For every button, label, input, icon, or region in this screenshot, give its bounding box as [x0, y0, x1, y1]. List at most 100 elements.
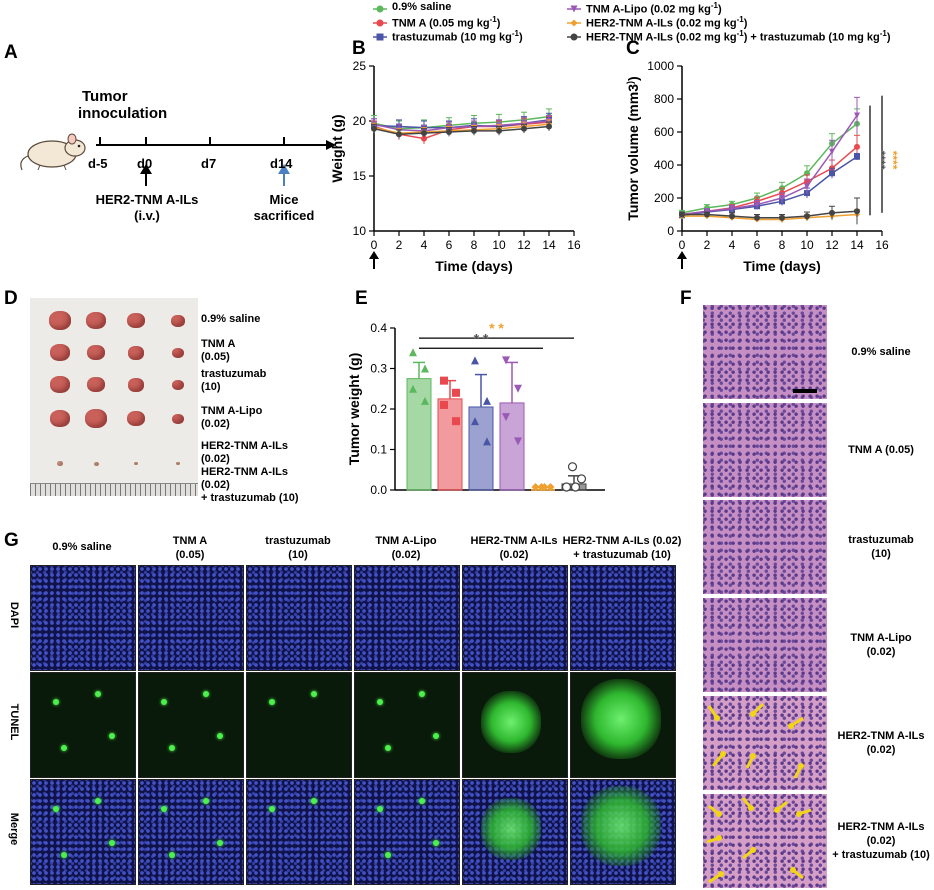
tick-d0: d0 — [137, 156, 153, 171]
label-line: trastuzumab — [201, 368, 267, 380]
data-point — [854, 153, 860, 160]
data-point — [421, 364, 429, 373]
tunel-image — [246, 779, 352, 885]
tunel-row-label: TUNEL — [8, 703, 20, 741]
data-point — [829, 209, 835, 216]
yellow-arrow-head — [798, 763, 804, 769]
panel-a-timeline: Tumor innoculation d-5 d0 d7 d14 HER2-TN… — [0, 60, 340, 230]
data-point — [483, 396, 491, 405]
data-point — [502, 413, 510, 422]
x-tick-label: 8 — [779, 238, 786, 252]
he-stain-image — [703, 598, 827, 692]
data-point — [546, 483, 555, 491]
label-line: TNM A-Lipo — [850, 632, 912, 644]
data-point — [570, 482, 581, 492]
tunel-positive-cell — [161, 806, 167, 812]
y-tick-label: 0.4 — [370, 321, 387, 335]
bar-group-5 — [561, 462, 587, 492]
label-line: HER2-TNM A-ILs — [837, 730, 925, 742]
tumor-specimen — [128, 346, 144, 360]
yellow-arrow-head — [790, 867, 796, 873]
label-line: (0.02) — [866, 744, 896, 756]
x-tick-label: 4 — [729, 238, 736, 252]
tumor-specimen — [50, 376, 70, 393]
bar — [437, 398, 463, 491]
panel-d-label: TNM A (0.05) — [201, 338, 235, 364]
label-line: (10) — [288, 549, 308, 561]
ruler — [30, 483, 198, 496]
tick-d14: d14 — [270, 156, 293, 171]
data-point — [829, 148, 835, 155]
tunel-column-label: trastuzumab (10) — [236, 534, 360, 562]
y-tick-label: 1000 — [647, 59, 674, 73]
mouse-icon — [20, 133, 86, 171]
x-tick-label: 14 — [850, 238, 864, 252]
series-line — [682, 213, 858, 221]
tunel-positive-cell — [269, 699, 275, 705]
tunel-image — [462, 672, 568, 778]
data-point — [396, 131, 402, 138]
y-tick-label: 400 — [654, 158, 674, 172]
tunel-row-label: DAPI — [8, 601, 20, 629]
dose-arrow-head — [369, 251, 379, 259]
yellow-arrow-head — [750, 711, 756, 717]
tunel-positive-cell — [203, 691, 209, 697]
dose-arrow-head — [677, 251, 687, 259]
series-0 — [679, 108, 860, 216]
legend-marker — [376, 33, 384, 41]
data-point — [421, 130, 427, 137]
y-tick-label: 20 — [353, 114, 367, 128]
label-line: trastuzumab — [265, 535, 331, 547]
x-tick-label: 16 — [875, 238, 889, 252]
tunel-positive-cell — [377, 699, 383, 705]
tunel-positive-cell — [109, 840, 115, 846]
data-point — [804, 183, 810, 190]
y-tick-label: 10 — [353, 224, 367, 238]
data-point — [704, 208, 710, 215]
tunel-positive-cell — [311, 691, 317, 697]
data-point — [483, 437, 491, 446]
he-stain-image — [703, 305, 827, 399]
tunel-positive-cell — [203, 798, 209, 804]
data-point — [804, 213, 810, 220]
bar-group-1 — [437, 376, 463, 491]
tumor-weight-chart: 0.0 0.1 0.2 0.3 0.4 Tumor weight (g) * ** * — [346, 320, 605, 497]
y-axis-label: Weight (g) — [330, 114, 345, 182]
data-point — [452, 417, 460, 426]
legend-markers — [373, 5, 581, 41]
tumor-innoculation-label: Tumor innoculation — [78, 88, 168, 122]
data-point — [496, 127, 502, 134]
panel-d-letter: D — [4, 288, 18, 309]
tumor-specimen — [57, 461, 63, 467]
figure-legend: 0.9% saline TNM A (0.05 mg kg-1) trastuz… — [372, 1, 932, 44]
series-line — [681, 115, 858, 216]
y-tick-label: 0.3 — [370, 362, 387, 376]
tumor-specimen — [127, 411, 145, 427]
bar-group-2 — [468, 356, 494, 491]
tumor-specimen — [86, 312, 106, 329]
y-tick-label: 0.1 — [370, 443, 387, 457]
x-tick-label: 6 — [446, 238, 453, 252]
tunel-positive-region — [581, 786, 661, 866]
tumor-specimen — [176, 462, 180, 466]
label-line: (0.02) — [201, 418, 230, 430]
he-stain-label: TNM A (0.05) — [828, 443, 934, 457]
label-line: TNM A (0.05) — [848, 444, 914, 456]
tunel-positive-cell — [433, 733, 439, 739]
tunel-image — [570, 565, 676, 671]
label-line: (0.05) — [175, 549, 205, 561]
arrow-annotations — [706, 797, 812, 884]
series-line — [681, 123, 858, 214]
x-tick-label: 2 — [704, 238, 711, 252]
tumor-specimen — [172, 380, 184, 391]
y-tick-label: 600 — [654, 125, 674, 139]
weight-chart: 10 15 20 25 0 2 4 6 8 10 12 14 16 Time (days) Weight (… — [330, 59, 581, 274]
timeline-graphic — [20, 133, 336, 186]
label-line: (0.02) — [866, 646, 896, 658]
he-stain-label: TNM A-Lipo (0.02) — [828, 631, 934, 659]
data-point — [421, 396, 429, 405]
tunel-positive-cell — [161, 699, 167, 705]
tumor-specimen — [85, 409, 107, 428]
he-stain-image — [703, 696, 827, 790]
tunel-positive-cell — [377, 806, 383, 812]
